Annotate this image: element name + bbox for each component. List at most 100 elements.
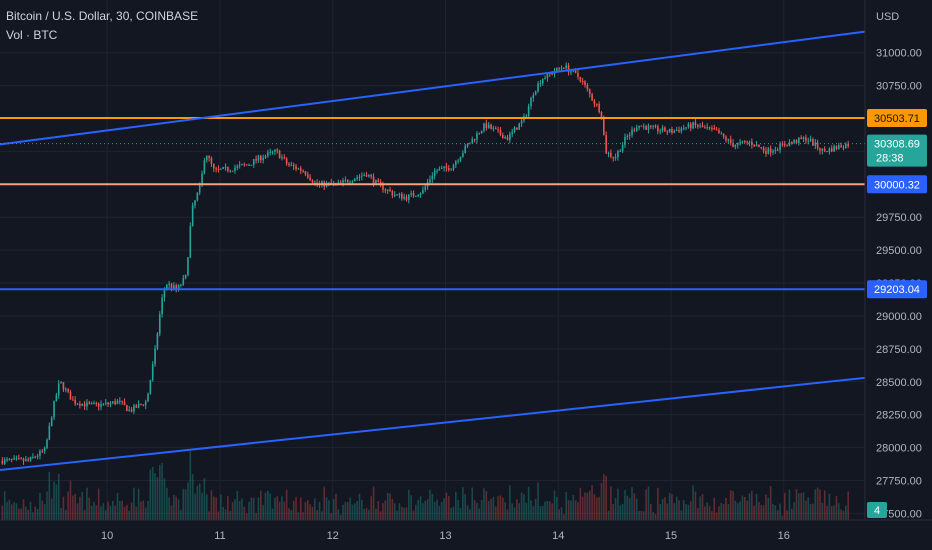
volume-bar [659,504,662,520]
candle-body [271,151,274,153]
candle-body [483,123,485,131]
volume-bar [391,498,394,520]
candle-body [10,458,13,460]
volume-bar [790,508,793,520]
volume-bar [661,498,664,520]
candle-body [64,389,67,391]
candle-body [664,127,666,132]
volume-bar [346,502,349,520]
volume-bar [215,497,217,520]
volume-bar [805,500,807,520]
volume-bar [255,513,257,520]
candle-body [339,182,342,184]
candle-body [422,189,424,194]
candle-body [680,128,683,132]
volume-bar [471,487,474,520]
volume-bar [527,486,530,520]
volume-bar [405,507,408,520]
candle-body [736,142,739,146]
candle-body [666,131,669,133]
candle-body [403,196,405,199]
volume-bar [121,500,123,520]
candle-body [97,403,100,407]
candle-body [635,127,638,131]
volume-bar [847,491,849,520]
candle-body [711,127,713,129]
volume-bar [370,496,373,520]
volume-bar [539,505,542,520]
volume-bar [173,494,175,520]
volume-bar [483,488,485,520]
volume-bar [79,496,81,520]
horizontal-levels[interactable] [0,116,865,291]
volume-bar [551,503,553,520]
volume-bar [34,506,37,520]
volume-bar [3,491,6,520]
volume-bar [727,503,730,520]
candle-body [292,164,295,167]
candle-body [642,126,645,128]
volume-bar [368,509,370,520]
candle-body [440,167,443,169]
time-tick-label: 10 [101,530,113,542]
volume-bar [548,501,551,520]
symbol-title[interactable]: Bitcoin / U.S. Dollar, 30, COINBASE [6,9,199,23]
volume-bar [678,500,680,520]
volume-bar [657,487,659,520]
candle-body [687,123,690,128]
candle-body [504,136,506,139]
volume-bar [144,507,147,520]
volume-bar [431,493,434,520]
volume-bar [344,501,347,520]
candle-body [90,403,93,405]
candle-body [229,170,232,172]
candle-body [22,458,25,462]
candle-body [513,127,516,132]
candle-body [741,141,744,143]
candle-body [173,285,175,289]
trend-lines[interactable] [0,30,866,471]
volume-bar [335,493,337,520]
candle-body [715,129,718,131]
volume-bar [389,493,391,520]
candle-body [671,129,673,133]
volume-bar [523,494,525,520]
volume-bar [208,511,210,520]
time-axis[interactable]: 10 11 12 13 14 15 16 [0,519,932,542]
candle-body [285,158,288,164]
volume-bar [57,473,60,520]
volume-bar [25,506,27,520]
candle-body [527,106,530,116]
volume-bar [337,509,340,520]
volume-bar [541,506,544,520]
volume-bar [400,506,403,520]
last-price-badge [867,134,927,167]
candle-body [471,139,474,144]
volume-bar [74,493,76,520]
volume-bar [302,512,304,520]
volume-bar [398,503,401,520]
volume-indicator-label[interactable]: Vol · BTC [6,28,58,42]
volume-bar [377,500,380,520]
volume-bar [450,507,452,520]
candle-body [727,139,730,141]
volume-bar [837,503,840,520]
candle-body [819,148,821,151]
candle-body [781,143,784,145]
volume-bar [20,508,22,520]
candle-body [802,137,805,139]
price-tick-label: 30750.00 [876,81,922,93]
candle-body [283,157,286,159]
candle-body [276,149,279,151]
volume-bar [252,498,255,520]
candle-body [833,146,835,152]
volume-bar [93,501,95,520]
volume-bar [69,480,72,520]
volume-bar [687,504,690,520]
candle-body [476,133,478,140]
candle-body [765,150,767,154]
volume-bar [8,499,11,520]
candle-body [196,192,199,201]
volume-bar [184,489,187,520]
